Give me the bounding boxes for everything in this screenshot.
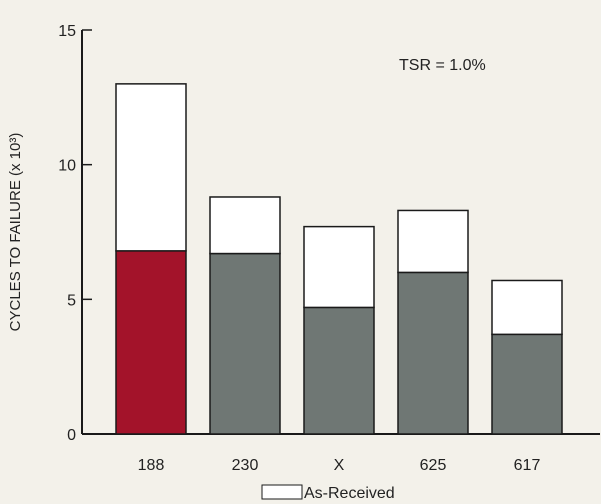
- y-tick-label: 5: [67, 292, 76, 309]
- x-tick-label: 617: [514, 457, 541, 474]
- bar-segment-as-received: [491, 279, 563, 336]
- tsr-annotation: TSR = 1.0%: [399, 57, 486, 74]
- plot-area: 0 5 10 15 188 230 X 625 617: [58, 23, 600, 474]
- bar-segment-lower: [115, 250, 187, 435]
- bar-segment-as-received: [115, 83, 187, 252]
- legend-label: As-Received: [304, 485, 395, 502]
- bar-segment-lower: [397, 271, 469, 435]
- legend: As-Received: [261, 484, 395, 502]
- bar-segment-lower: [491, 333, 563, 435]
- x-tick-label: 230: [232, 457, 259, 474]
- bar-segment-lower: [303, 306, 375, 435]
- legend-swatch: [261, 484, 303, 500]
- bar-segment-as-received: [209, 196, 281, 255]
- y-tick-label: 15: [58, 23, 76, 40]
- bar-segment-as-received: [397, 209, 469, 274]
- y-axis-label: CYCLES TO FAILURE (x 10³): [7, 133, 24, 332]
- bar-segment-as-received: [303, 225, 375, 309]
- x-tick-label: 188: [138, 457, 165, 474]
- y-tick-label: 10: [58, 158, 76, 175]
- y-tick-label: 0: [67, 427, 76, 444]
- x-tick-label: 625: [420, 457, 447, 474]
- bar-segment-lower: [209, 252, 281, 435]
- x-tick-label: X: [334, 457, 345, 474]
